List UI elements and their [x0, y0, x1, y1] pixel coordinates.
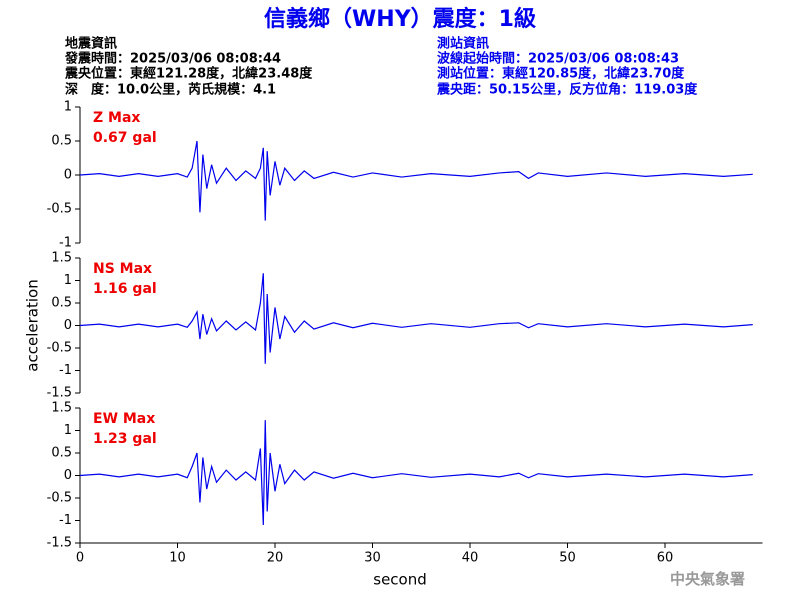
- y-tick-label: 0.5: [51, 296, 72, 311]
- header-right: 測站位置：東經120.85度，北緯23.70度: [437, 66, 685, 82]
- x-tick-label: 60: [657, 551, 674, 566]
- waveform: [79, 140, 753, 221]
- x-axis-label: second: [373, 571, 427, 589]
- y-tick-label: 0: [64, 168, 72, 183]
- waveform: [79, 420, 753, 526]
- y-tick-label: 1: [64, 273, 72, 288]
- x-tick-label: 0: [76, 551, 84, 566]
- panel-title: NS Max: [93, 261, 152, 277]
- y-tick-label: 0: [64, 318, 72, 333]
- waveform: [79, 273, 753, 364]
- x-tick-label: 20: [267, 551, 284, 566]
- header-left: 發震時間：2025/03/06 08:08:44: [64, 51, 281, 67]
- y-tick-label: 1.5: [51, 251, 72, 266]
- y-axis-label: acceleration: [24, 279, 42, 371]
- y-tick-label: -1.5: [47, 536, 72, 551]
- y-tick-label: -1: [59, 236, 72, 251]
- header-right: 測站資訊: [437, 36, 489, 52]
- header-right: 震央距：50.15公里，反方位角：119.03度: [436, 82, 698, 98]
- y-tick-label: -1: [59, 363, 72, 378]
- y-tick-label: 1.5: [51, 401, 72, 416]
- header-left: 震央位置：東經121.28度，北緯23.48度: [64, 66, 313, 82]
- y-tick-label: -1: [59, 513, 72, 528]
- header-right: 波線起始時間：2025/03/06 08:08:43: [437, 51, 679, 67]
- x-tick-label: 50: [559, 551, 576, 566]
- header-left: 深 度：10.0公里，芮氏規模：4.1: [65, 82, 276, 98]
- panel-annotation: 0.67 gal: [93, 130, 157, 146]
- y-tick-label: -0.5: [47, 202, 72, 217]
- x-tick-label: 10: [169, 551, 186, 566]
- y-tick-label: -1.5: [47, 386, 72, 401]
- chart-title: 信義鄉（WHY）震度：1級: [264, 6, 536, 32]
- panel-title: Z Max: [93, 110, 140, 126]
- x-tick-label: 30: [364, 551, 381, 566]
- y-tick-label: -0.5: [47, 491, 72, 506]
- y-tick-label: -0.5: [47, 341, 72, 356]
- y-tick-label: 1: [64, 100, 72, 115]
- panel-annotation: 1.16 gal: [93, 281, 157, 297]
- x-tick-label: 40: [462, 551, 479, 566]
- panel-annotation: 1.23 gal: [93, 431, 157, 447]
- footer: 中央氣象署: [670, 570, 745, 588]
- y-tick-label: 0.5: [51, 134, 72, 149]
- y-tick-label: 1: [64, 423, 72, 438]
- panel-title: EW Max: [93, 411, 155, 427]
- y-tick-label: 0.5: [51, 446, 72, 461]
- y-tick-label: 0: [64, 468, 72, 483]
- header-left: 地震資訊: [65, 36, 117, 52]
